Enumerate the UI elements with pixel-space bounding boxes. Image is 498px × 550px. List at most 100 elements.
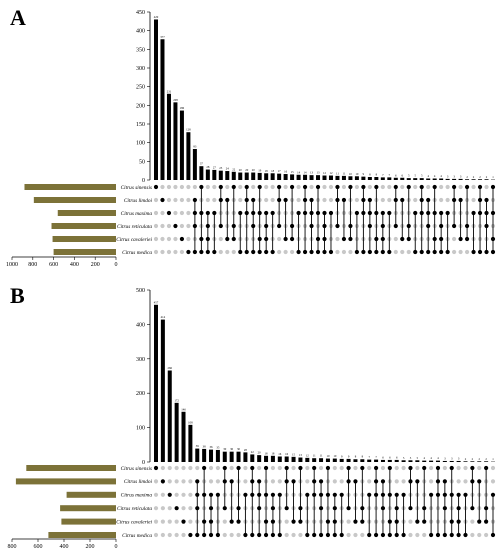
membership-dot-off — [394, 465, 399, 471]
membership-dot-off — [328, 184, 334, 190]
intersection-bar — [174, 402, 179, 462]
intersection-value-label: 20 — [239, 168, 243, 172]
set-size-bar — [26, 465, 116, 471]
intersection-bar — [218, 170, 223, 180]
intersection-value-label: 30 — [237, 447, 241, 451]
membership-dot-off — [160, 532, 165, 538]
intersection-value-label: 172 — [174, 398, 179, 402]
membership-dot-off — [470, 519, 475, 524]
intersection-value-label: 4 — [430, 456, 432, 460]
membership-dot-off — [173, 236, 178, 242]
intersection-value-label: 3 — [453, 174, 455, 178]
membership-dot-off — [173, 249, 178, 255]
y-tick-label: 250 — [136, 85, 145, 91]
intersection-bar — [361, 176, 366, 180]
intersection-bar — [290, 174, 295, 180]
intersection-value-label: 27 — [213, 165, 217, 169]
intersection-value-label: 6 — [389, 455, 391, 459]
membership-dot-off — [179, 223, 185, 229]
intersection-bar — [471, 179, 476, 180]
set-axis-tick-label: 200 — [86, 544, 95, 550]
intersection-bar — [445, 178, 450, 180]
membership-dot-off — [346, 532, 351, 538]
membership-dot-on — [173, 223, 178, 229]
membership-dot-off — [208, 465, 214, 471]
intersection-bar — [477, 461, 482, 462]
intersection-value-label: 16 — [284, 170, 288, 174]
membership-dot-off — [346, 519, 351, 524]
intersection-bar — [244, 172, 249, 180]
membership-dot-off — [348, 249, 353, 255]
intersection-bar — [463, 461, 468, 462]
set-size-bar — [51, 223, 116, 229]
intersection-value-label: 6 — [402, 173, 404, 177]
intersection-bar — [387, 177, 392, 180]
membership-dot-off — [264, 197, 269, 203]
set-size-bar — [61, 518, 116, 525]
membership-dot-off — [394, 479, 399, 484]
membership-dot-off — [445, 184, 450, 190]
membership-dot-off — [477, 465, 482, 471]
panel-letter-b: B — [10, 283, 25, 308]
membership-dot-off — [238, 184, 243, 190]
membership-dot-off — [153, 197, 159, 203]
membership-dot-on — [167, 492, 172, 497]
set-size-bar — [66, 491, 116, 498]
intersection-value-label: 9 — [348, 454, 350, 458]
intersection-bar — [465, 179, 470, 180]
intersection-value-label: 5 — [417, 456, 419, 460]
membership-dot-off — [205, 184, 210, 190]
intersection-bar — [229, 451, 234, 462]
set-label: Citrus sinensis — [121, 185, 152, 191]
intersection-bar — [478, 179, 483, 180]
intersection-bar — [167, 370, 172, 462]
intersection-value-label: 146 — [181, 407, 186, 411]
membership-dot-off — [305, 465, 310, 471]
intersection-bar — [393, 177, 398, 180]
intersection-value-label: 12 — [306, 453, 310, 457]
intersection-value-label: 4 — [440, 174, 442, 178]
intersection-bar — [277, 173, 282, 180]
intersection-value-label: 10 — [355, 172, 359, 176]
intersection-bar — [250, 454, 255, 462]
membership-dot-off — [463, 479, 468, 484]
set-size-bar — [57, 210, 116, 216]
intersection-bar — [339, 458, 344, 462]
intersection-value-label: 10 — [326, 454, 330, 458]
membership-dot-off — [470, 532, 475, 538]
intersection-value-label: 14 — [304, 170, 308, 174]
membership-dot-off — [322, 197, 327, 203]
intersection-bar — [348, 176, 353, 180]
membership-dot-off — [353, 532, 358, 538]
membership-dot-off — [186, 184, 191, 190]
intersection-value-label: 30 — [230, 447, 234, 451]
intersection-bar — [422, 460, 427, 462]
intersection-bar — [205, 169, 210, 180]
membership-dot-off — [236, 532, 241, 538]
membership-dot-off — [463, 465, 468, 471]
intersection-bar — [231, 171, 236, 180]
intersection-value-label: 18 — [265, 169, 269, 173]
intersection-bar — [335, 175, 340, 180]
membership-dot-off — [380, 197, 385, 203]
intersection-value-label: 39 — [196, 444, 200, 448]
membership-dot-off — [477, 532, 482, 538]
intersection-bar — [236, 451, 241, 462]
membership-dot-off — [153, 479, 159, 484]
membership-dot-off — [291, 532, 296, 538]
intersection-value-label: 19 — [258, 168, 262, 172]
intersection-value-label: 5 — [408, 174, 410, 178]
intersection-value-label: 377 — [160, 35, 165, 39]
intersection-bar — [251, 172, 256, 180]
y-tick-label: 350 — [136, 47, 145, 53]
intersection-value-label: 38 — [203, 444, 207, 448]
membership-dot-off — [179, 184, 185, 190]
intersection-bar — [413, 178, 418, 180]
intersection-bar — [435, 460, 440, 462]
intersection-bar — [484, 461, 489, 462]
membership-dot-off — [387, 184, 392, 190]
membership-dot-off — [401, 465, 406, 471]
membership-dot-off — [270, 465, 276, 471]
y-tick-label: 200 — [136, 103, 145, 109]
membership-dot-off — [296, 184, 301, 190]
